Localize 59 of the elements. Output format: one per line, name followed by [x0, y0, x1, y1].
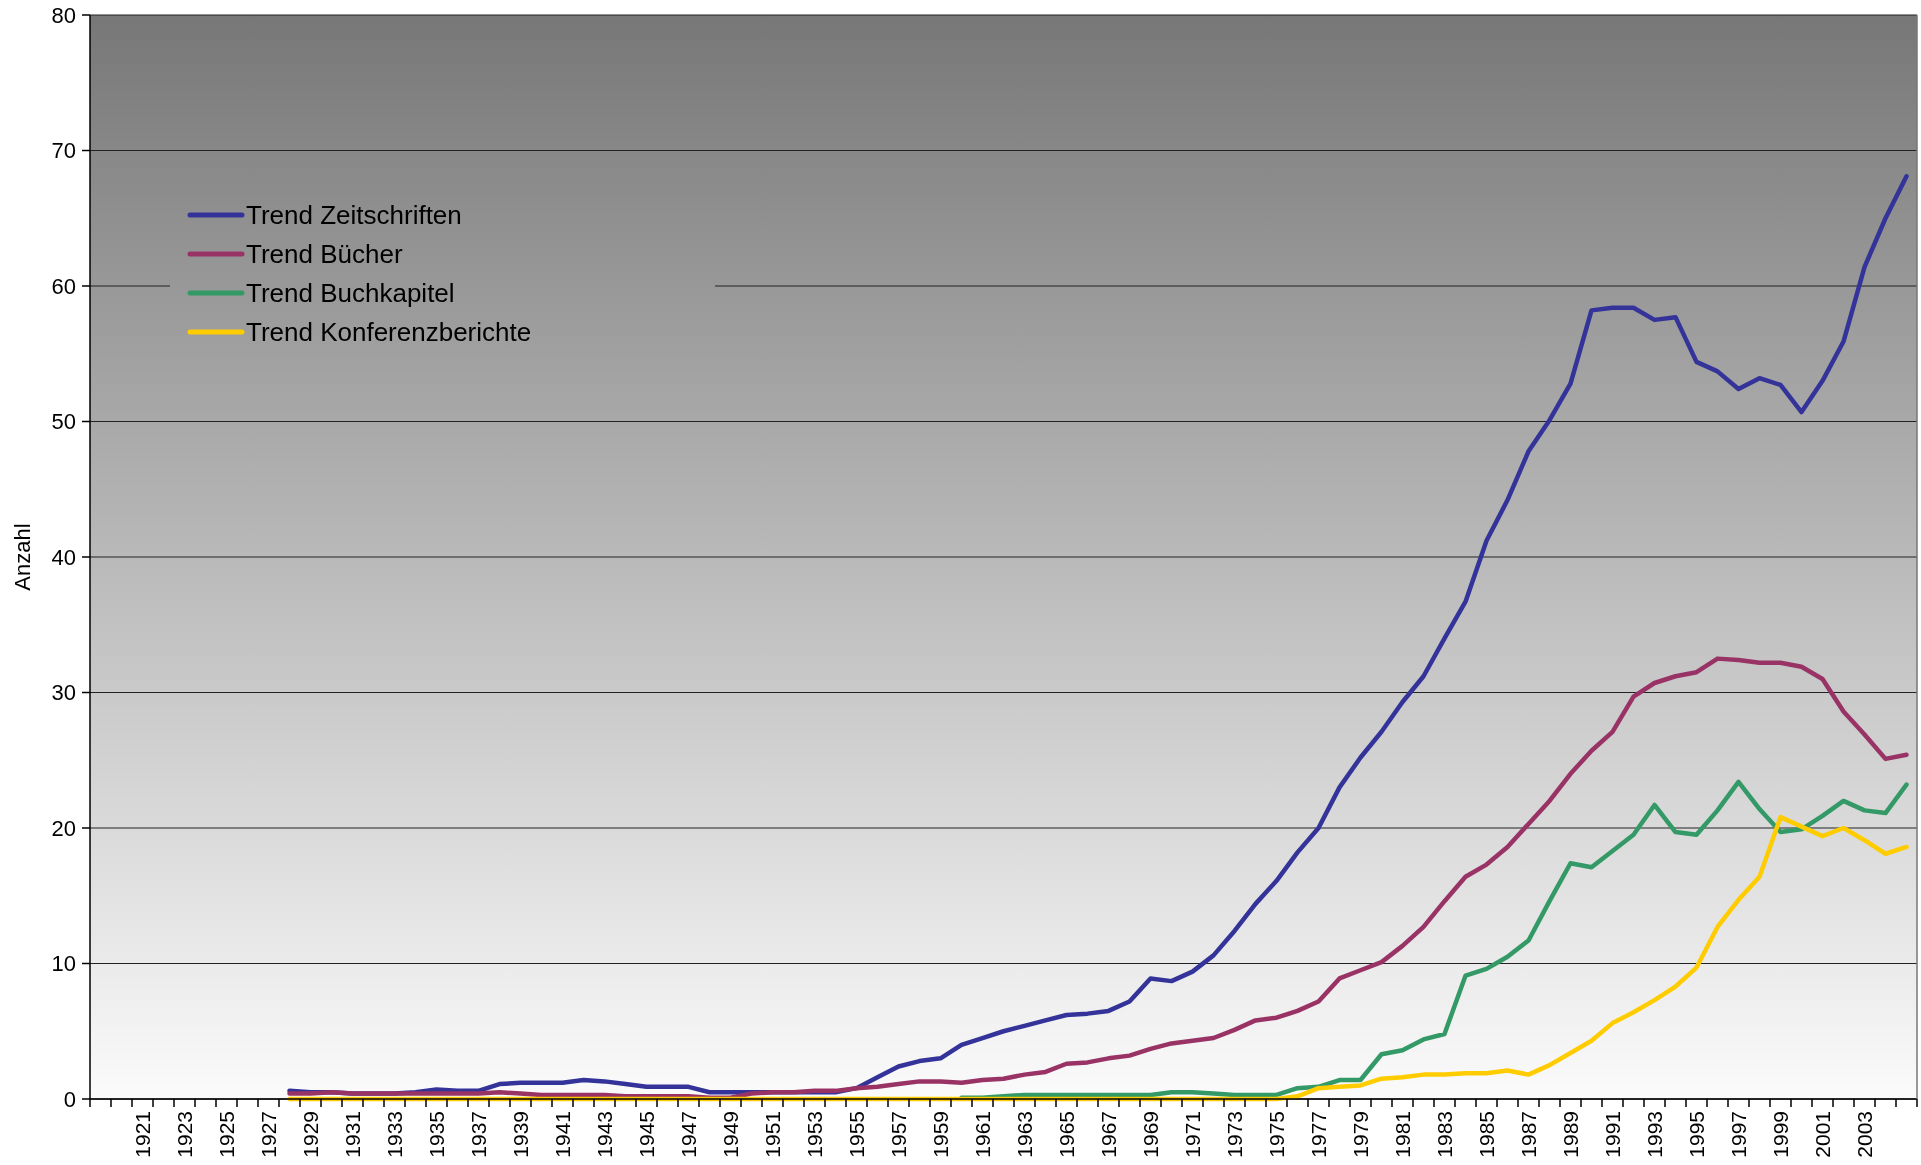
legend-label: Trend Zeitschriften: [246, 200, 462, 231]
y-tick-label: 20: [51, 815, 76, 841]
x-tick-label: 1931: [340, 1111, 364, 1158]
x-tick-label: 1985: [1474, 1111, 1498, 1158]
x-tick-label: 1933: [382, 1111, 406, 1158]
x-tick-label: 1943: [592, 1111, 616, 1158]
x-tick-label: 1939: [508, 1111, 532, 1158]
y-tick-label: 60: [51, 273, 76, 299]
x-tick-label: 1963: [1012, 1111, 1036, 1158]
legend-label: Trend Buchkapitel: [246, 278, 455, 309]
x-tick-label: 1973: [1222, 1111, 1246, 1158]
x-tick-label: 1925: [214, 1111, 238, 1158]
y-tick-label: 70: [51, 138, 76, 164]
x-tick-label: 1995: [1684, 1111, 1708, 1158]
x-tick-label: 1979: [1348, 1111, 1372, 1158]
x-tick-label: 1965: [1054, 1111, 1078, 1158]
y-tick-label: 10: [51, 951, 76, 977]
x-tick-label: 1927: [256, 1111, 280, 1158]
x-tick-label: 1953: [802, 1111, 826, 1158]
line-series: [287, 814, 1909, 1102]
x-tick-label: 1999: [1768, 1111, 1792, 1158]
x-tick-label: 1923: [172, 1111, 196, 1158]
legend-label: Trend Bücher: [246, 239, 403, 270]
x-tick-label: 1991: [1600, 1111, 1624, 1158]
x-tick-label: 1951: [760, 1111, 784, 1158]
x-tick-label: 1993: [1642, 1111, 1666, 1158]
x-tick-label: 1987: [1516, 1111, 1540, 1158]
x-tick-label: 1955: [844, 1111, 868, 1158]
y-tick-label: 30: [51, 680, 76, 706]
x-tick-label: 1989: [1558, 1111, 1582, 1158]
y-tick-label: 50: [51, 409, 76, 435]
x-tick-label: 1921: [130, 1111, 154, 1158]
x-tick-label: 1937: [466, 1111, 490, 1158]
x-tick-label: 1971: [1180, 1111, 1204, 1158]
line-series: [959, 779, 1909, 1100]
x-tick-label: 1945: [634, 1111, 658, 1158]
x-tick-label: 1981: [1390, 1111, 1414, 1158]
x-tick-label: 1929: [298, 1111, 322, 1158]
y-tick-label: 40: [51, 544, 76, 570]
y-tick-label: 0: [63, 1086, 76, 1112]
x-tick-label: 1997: [1726, 1111, 1750, 1158]
x-tick-label: 1957: [886, 1111, 910, 1158]
x-tick-label: 2001: [1810, 1111, 1834, 1158]
x-tick-label: 2003: [1852, 1111, 1876, 1158]
x-tick-label: 1967: [1096, 1111, 1120, 1158]
x-tick-label: 1947: [676, 1111, 700, 1158]
x-tick-label: 1959: [928, 1111, 952, 1158]
x-tick-label: 1961: [970, 1111, 994, 1158]
x-tick-label: 1935: [424, 1111, 448, 1158]
line-series: [287, 656, 1909, 1100]
x-tick-label: 1975: [1264, 1111, 1288, 1158]
y-tick-label: 80: [51, 2, 76, 28]
x-tick-label: 1977: [1306, 1111, 1330, 1158]
legend-label: Trend Konferenzberichte: [246, 317, 532, 348]
y-axis-title: Anzahl: [10, 523, 35, 591]
x-tick-label: 1983: [1432, 1111, 1456, 1158]
x-tick-label: 1969: [1138, 1111, 1162, 1158]
x-tick-label: 1941: [550, 1111, 574, 1158]
x-tick-label: 1949: [718, 1111, 742, 1158]
